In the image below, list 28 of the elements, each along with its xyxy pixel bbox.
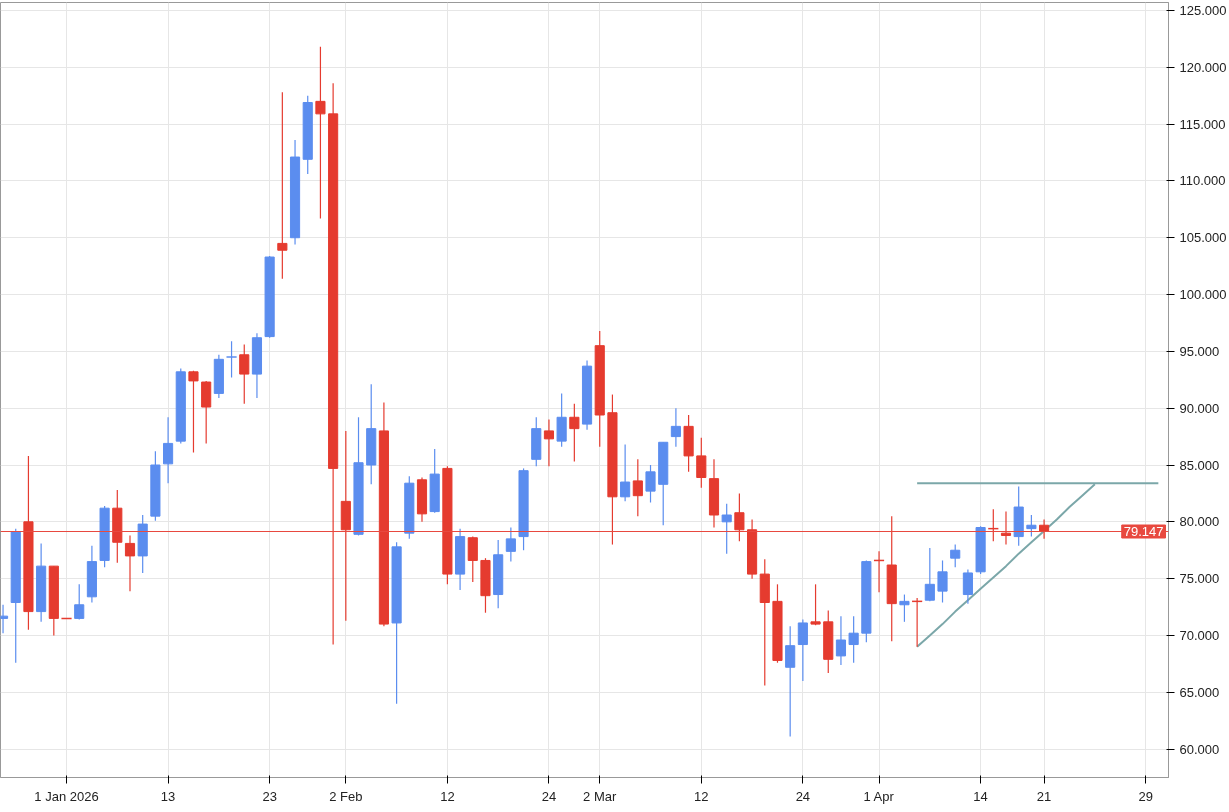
y-tick-label: 105.000: [1179, 230, 1227, 246]
y-tick-label: 95.000: [1179, 343, 1220, 359]
y-tick-label: 120.000: [1179, 59, 1227, 75]
y-tick-label: 80.000: [1179, 514, 1220, 530]
x-tick-label: 13: [160, 788, 176, 804]
x-tick-label: 12: [694, 788, 709, 804]
x-tick-label: 23: [262, 788, 277, 804]
y-tick-label: 110.000: [1179, 173, 1226, 189]
y-tick-label: 85.000: [1179, 457, 1220, 473]
x-tick-label: 24: [541, 788, 557, 804]
x-tick-label: 2 Mar: [583, 788, 618, 804]
y-tick-label: 60.000: [1179, 741, 1220, 757]
y-tick-label: 90.000: [1179, 400, 1220, 416]
y-tick-label: 100.000: [1179, 287, 1227, 303]
y-tick-label: 65.000: [1179, 684, 1220, 700]
y-tick-label: 70.000: [1179, 627, 1220, 643]
x-tick-label: 1 Jan 2026: [34, 788, 99, 804]
y-tick-label: 75.000: [1179, 571, 1220, 587]
x-tick-label: 29: [1138, 788, 1153, 804]
y-tick-label: 115.000: [1179, 116, 1226, 132]
x-tick-label: 14: [973, 788, 988, 804]
x-tick-label: 2 Feb: [329, 788, 363, 804]
x-tick-label: 1 Apr: [863, 788, 895, 804]
ref-line-label: 79.147: [1123, 524, 1164, 540]
x-tick-label: 21: [1036, 788, 1052, 804]
x-tick-label: 24: [795, 788, 811, 804]
y-tick-label: 125.000: [1179, 2, 1227, 18]
x-tick-label: 12: [440, 788, 455, 804]
